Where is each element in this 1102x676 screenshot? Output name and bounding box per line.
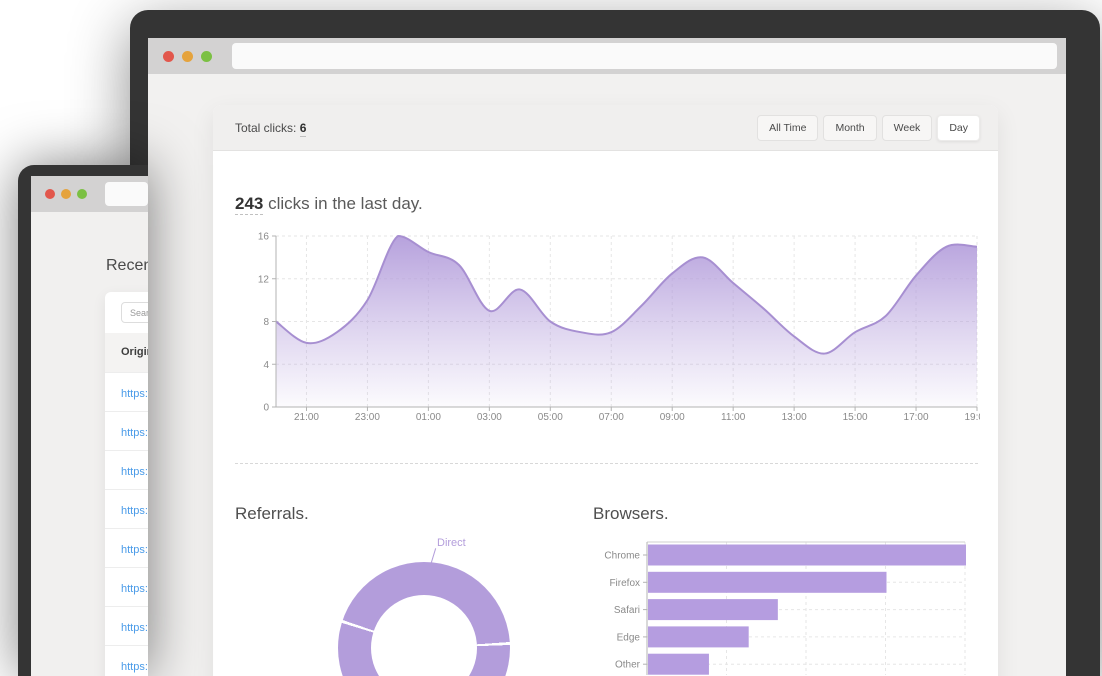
original-url-link[interactable]: https: <box>121 466 148 478</box>
address-bar[interactable] <box>105 182 148 206</box>
svg-text:23:00: 23:00 <box>355 412 380 423</box>
window-controls <box>45 189 93 199</box>
stats-card: Total clicks: 6 All Time Month Week Day 243… <box>213 105 998 676</box>
links-table-card: Original URL https:https:https:https:htt… <box>105 292 148 676</box>
clicks-area-chart: 0 4 8 12 16 21:00 23:00 01:00 03:00 05:00 07:00 09:… <box>235 231 990 427</box>
stats-card-header: Total clicks: 6 All Time Month Week Day <box>213 105 998 151</box>
front-window-titlebar <box>148 38 1066 74</box>
clicks-summary: 243 clicks in the last day. <box>235 194 423 215</box>
original-url-column-header: Original URL <box>105 333 148 372</box>
search-input[interactable] <box>121 302 148 323</box>
donut-label-connector <box>430 548 437 563</box>
referrals-donut-chart: Direct <box>338 537 510 676</box>
table-row: https: <box>105 450 148 489</box>
original-url-link[interactable]: https: <box>121 505 148 517</box>
svg-text:8: 8 <box>263 317 269 328</box>
browsers-bar-chart: Chrome Firefox Safari Edge Other <box>593 531 978 676</box>
svg-text:15:00: 15:00 <box>843 412 868 423</box>
svg-text:19:00: 19:00 <box>964 412 980 423</box>
original-url-link[interactable]: https: <box>121 427 148 439</box>
table-row: https: <box>105 567 148 606</box>
svg-text:Edge: Edge <box>617 632 641 643</box>
svg-text:Firefox: Firefox <box>609 578 640 589</box>
svg-text:Other: Other <box>615 660 641 671</box>
donut-slice-label: Direct <box>437 537 466 549</box>
svg-text:05:00: 05:00 <box>538 412 563 423</box>
referrals-heading: Referrals. <box>235 504 309 523</box>
total-clicks-label: Total clicks: 6 <box>235 120 307 137</box>
table-row: https: <box>105 372 148 411</box>
front-browser-window: Total clicks: 6 All Time Month Week Day 243… <box>130 10 1100 676</box>
recent-links-heading: Recent links. <box>106 257 148 274</box>
filter-button-week[interactable]: Week <box>881 114 933 141</box>
original-url-link[interactable]: https: <box>121 622 148 634</box>
svg-text:16: 16 <box>258 232 270 243</box>
time-filter-group: All Time Month Week Day <box>757 114 980 141</box>
address-bar[interactable] <box>232 43 1057 69</box>
svg-text:11:00: 11:00 <box>721 412 746 423</box>
svg-text:17:00: 17:00 <box>904 412 929 423</box>
minimize-button-icon[interactable] <box>182 50 193 62</box>
svg-text:07:00: 07:00 <box>599 412 624 423</box>
stats-card-body: 243 clicks in the last day. 0 4 8 12 16 21:00… <box>213 151 998 676</box>
zoom-button-icon[interactable] <box>201 50 212 62</box>
table-row: https: <box>105 489 148 528</box>
donut-hole <box>371 595 477 676</box>
filter-button-day[interactable]: Day <box>937 114 980 141</box>
filter-button-all-time[interactable]: All Time <box>757 114 819 141</box>
back-window-titlebar <box>31 176 148 212</box>
svg-text:13:00: 13:00 <box>782 412 807 423</box>
front-window-body: Total clicks: 6 All Time Month Week Day 243… <box>148 74 1066 676</box>
svg-text:21:00: 21:00 <box>294 412 319 423</box>
browsers-heading: Browsers. <box>593 504 669 523</box>
close-button-icon[interactable] <box>163 50 174 62</box>
close-button-icon[interactable] <box>45 189 55 199</box>
back-window-body: Recent links. Original URL https:https:h… <box>31 212 148 676</box>
table-row: https: <box>105 606 148 645</box>
links-table-rows: https: https: https: https: https: https: http… <box>105 372 148 676</box>
original-url-link[interactable]: https: <box>121 388 148 400</box>
table-row: https: <box>105 645 148 676</box>
table-row: https: <box>105 528 148 567</box>
table-row: https: <box>105 411 148 450</box>
back-browser-window: Recent links. Original URL https:https:h… <box>18 165 148 676</box>
svg-text:12: 12 <box>258 274 270 285</box>
minimize-button-icon[interactable] <box>61 189 71 199</box>
svg-text:03:00: 03:00 <box>477 412 502 423</box>
clicks-count: 243 <box>235 194 264 215</box>
svg-text:4: 4 <box>263 360 269 371</box>
original-url-link[interactable]: https: <box>121 544 148 556</box>
svg-text:0: 0 <box>263 403 269 414</box>
svg-text:Safari: Safari <box>614 605 640 616</box>
zoom-button-icon[interactable] <box>77 189 87 199</box>
original-url-link[interactable]: https: <box>121 661 148 673</box>
window-controls <box>163 50 220 62</box>
total-clicks-value: 6 <box>299 120 307 137</box>
svg-text:09:00: 09:00 <box>660 412 685 423</box>
original-url-link[interactable]: https: <box>121 583 148 595</box>
filter-button-month[interactable]: Month <box>823 114 877 141</box>
section-divider <box>235 463 978 464</box>
svg-text:Chrome: Chrome <box>604 551 640 562</box>
svg-text:01:00: 01:00 <box>416 412 441 423</box>
